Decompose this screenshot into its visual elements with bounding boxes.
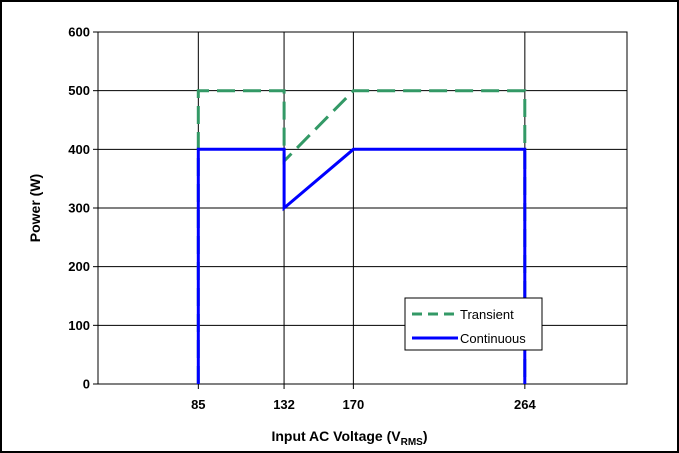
x-tick-label: 132 bbox=[273, 397, 295, 412]
y-tick-label: 100 bbox=[68, 318, 90, 333]
y-tick-label: 400 bbox=[68, 142, 90, 157]
x-axis-label: Input AC Voltage (VRMS) bbox=[271, 428, 427, 448]
y-axis-label: Power (W) bbox=[27, 174, 43, 242]
x-tick-label: 170 bbox=[343, 397, 365, 412]
plot-area bbox=[97, 31, 628, 385]
y-tick-label: 500 bbox=[68, 83, 90, 98]
y-tick-label: 300 bbox=[68, 201, 90, 216]
x-tick-label: 264 bbox=[514, 397, 536, 412]
legend: Transient Continuous bbox=[404, 297, 543, 351]
x-axis-label-subscript: RMS bbox=[401, 437, 424, 448]
legend-box bbox=[404, 297, 543, 351]
x-axis-label-main: Input AC Voltage (V bbox=[271, 428, 401, 444]
tick-labels: 0 100 200 300 400 500 600 85 132 170 264 bbox=[68, 25, 536, 413]
series-continuous-line bbox=[196, 147, 527, 384]
y-tick-label: 600 bbox=[68, 25, 90, 40]
x-axis-label-close: ) bbox=[423, 428, 428, 444]
y-tick-label: 200 bbox=[68, 259, 90, 274]
legend-label-transient: Transient bbox=[460, 307, 514, 322]
x-tick-label: 85 bbox=[191, 397, 205, 412]
series-group bbox=[196, 89, 527, 384]
legend-label-continuous: Continuous bbox=[460, 331, 526, 346]
y-tick-label: 0 bbox=[83, 377, 90, 392]
